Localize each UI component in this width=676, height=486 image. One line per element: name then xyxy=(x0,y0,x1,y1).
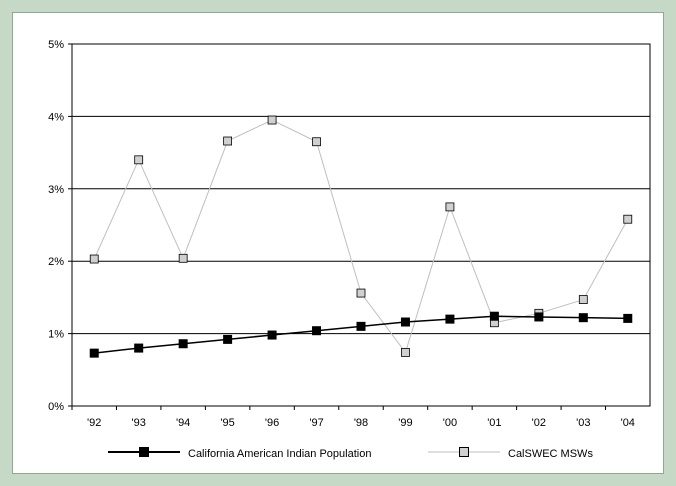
legend-label-msw: CalSWEC MSWs xyxy=(508,448,593,460)
data-point-msw xyxy=(178,253,188,263)
gridlines xyxy=(72,115,650,335)
data-point-population xyxy=(223,334,233,344)
data-point-population xyxy=(356,321,366,331)
y-tick-label: 2% xyxy=(48,256,64,268)
x-tick-label: '04 xyxy=(621,417,635,429)
data-point-msw xyxy=(223,136,233,146)
data-point-msw xyxy=(356,288,366,298)
x-tick-label: '00 xyxy=(443,417,457,429)
x-tick-label: '99 xyxy=(398,417,412,429)
x-tick-label: '93 xyxy=(132,417,146,429)
x-tick-label: '98 xyxy=(354,417,368,429)
y-axis-ticks: 0% 1% 2% 3% 4% 5% xyxy=(48,39,72,413)
data-point-population xyxy=(578,313,588,323)
data-point-population xyxy=(623,313,633,323)
x-tick-label: '01 xyxy=(487,417,501,429)
y-tick-label: 5% xyxy=(48,39,64,51)
x-tick-label: '95 xyxy=(220,417,234,429)
x-tick-label: '02 xyxy=(532,417,546,429)
data-point-population xyxy=(267,330,277,340)
data-point-population xyxy=(312,326,322,336)
series-group xyxy=(89,115,633,358)
data-point-msw xyxy=(623,214,633,224)
data-point-msw xyxy=(445,202,455,212)
x-tick-label: '94 xyxy=(176,417,190,429)
data-point-population xyxy=(178,339,188,349)
legend-marker-msw xyxy=(459,447,469,457)
data-point-population xyxy=(445,314,455,324)
data-point-msw xyxy=(401,348,410,357)
y-tick-label: 0% xyxy=(48,401,64,413)
legend-marker-population xyxy=(139,447,149,457)
x-tick-label: '96 xyxy=(265,417,279,429)
legend-label-population: California American Indian Population xyxy=(188,448,371,460)
data-point-population xyxy=(489,311,499,321)
y-tick-label: 1% xyxy=(48,329,64,341)
x-tick-label: '97 xyxy=(309,417,323,429)
data-point-population xyxy=(89,348,99,358)
x-axis-ticks: '92 '93 '94 '95 '96 '97 '98 '99 '00 '01 '02 '03 '04 xyxy=(71,406,635,429)
data-point-msw xyxy=(89,254,99,264)
data-point-msw xyxy=(134,155,144,165)
data-point-msw xyxy=(578,295,588,304)
y-tick-label: 3% xyxy=(48,184,64,196)
legend: California American Indian Population Ca… xyxy=(108,447,593,460)
plot-area xyxy=(71,43,651,407)
data-point-msw xyxy=(312,137,321,147)
data-point-population xyxy=(400,317,410,327)
data-point-msw xyxy=(267,115,277,125)
x-tick-label: '03 xyxy=(576,417,590,429)
y-tick-label: 4% xyxy=(48,111,64,123)
data-point-population xyxy=(134,343,144,353)
data-point-population xyxy=(534,312,544,322)
x-tick-label: '92 xyxy=(87,417,101,429)
